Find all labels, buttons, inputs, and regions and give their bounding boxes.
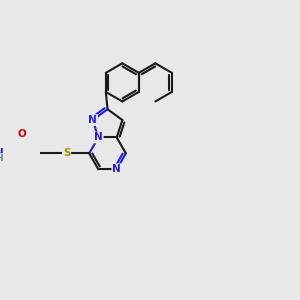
Text: H: H xyxy=(0,154,3,163)
Text: N: N xyxy=(88,115,97,125)
Text: O: O xyxy=(17,129,26,139)
Text: S: S xyxy=(63,148,70,158)
Text: N: N xyxy=(0,148,3,158)
Text: N: N xyxy=(94,133,103,142)
Text: N: N xyxy=(112,164,121,174)
